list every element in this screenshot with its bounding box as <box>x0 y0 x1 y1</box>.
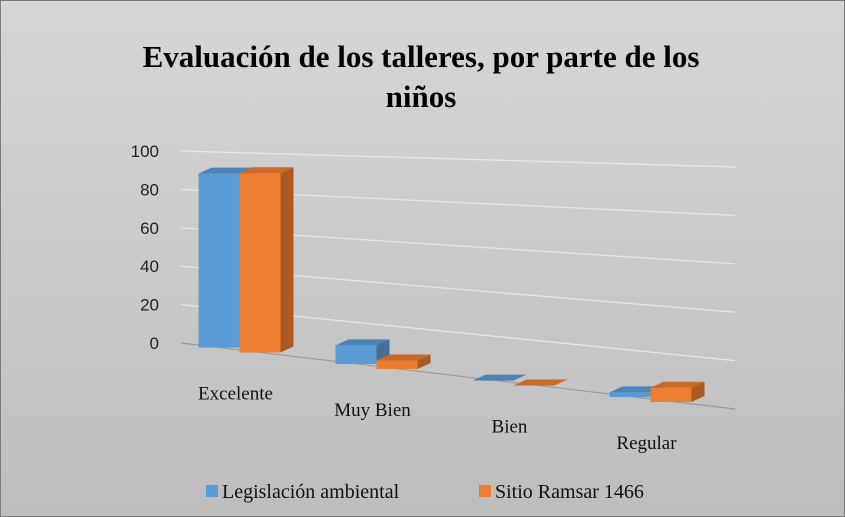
bar-top <box>376 354 431 361</box>
bar-top <box>513 379 568 386</box>
bar-top <box>472 374 527 381</box>
bar-side <box>417 354 431 370</box>
bar-top <box>650 381 705 388</box>
bar-side <box>280 167 294 353</box>
bar <box>609 392 651 398</box>
bar-side <box>691 381 705 403</box>
y-tick-label: 80 <box>140 180 159 199</box>
y-tick-label: 0 <box>150 334 159 353</box>
y-tick-label: 60 <box>140 219 159 238</box>
bar <box>239 173 281 353</box>
grid-line <box>180 342 736 410</box>
y-tick-label: 100 <box>131 142 159 161</box>
grid-line <box>180 150 736 168</box>
legend-swatch <box>479 485 491 497</box>
x-tick-label: Muy Bien <box>334 400 411 421</box>
bar <box>335 345 377 365</box>
bar <box>376 360 418 370</box>
bar-top <box>609 386 664 393</box>
legend-label: Sitio Ramsar 1466 <box>495 481 644 503</box>
bar-top <box>198 167 253 174</box>
y-tick-label: 20 <box>140 296 159 315</box>
bar-top <box>239 167 294 174</box>
x-tick-label: Bien <box>492 416 528 437</box>
x-tick-label: Regular <box>616 433 677 454</box>
bar-top <box>335 339 390 346</box>
x-tick-label: Excelente <box>198 383 273 404</box>
legend-label: Legislación ambiental <box>222 481 400 503</box>
bar <box>650 387 692 403</box>
y-tick-label: 40 <box>140 257 159 276</box>
bar <box>198 173 240 348</box>
legend-swatch <box>206 485 218 497</box>
chart-title: Evaluación de los talleres, por parte de… <box>142 39 700 114</box>
